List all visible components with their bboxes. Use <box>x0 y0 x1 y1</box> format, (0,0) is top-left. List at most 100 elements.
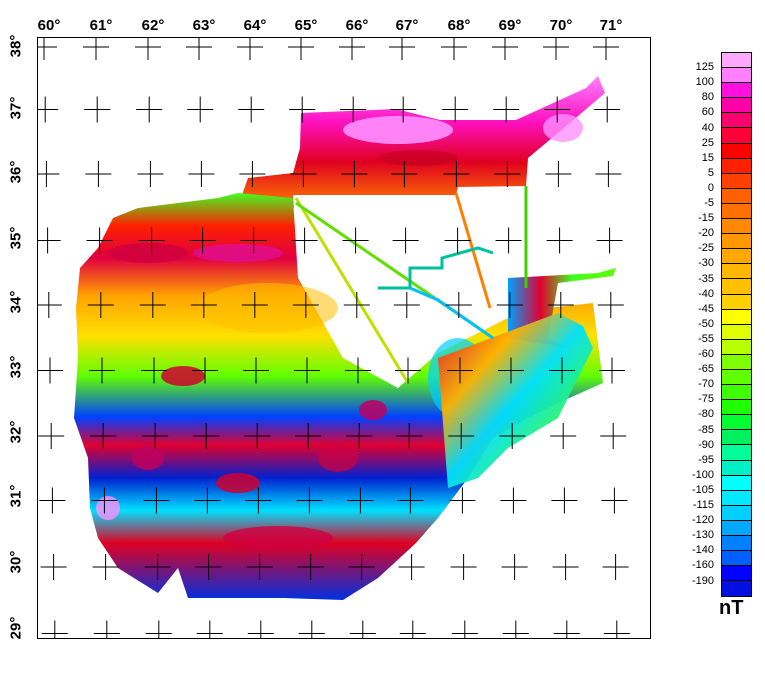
color-scale-label: 80 <box>701 91 714 104</box>
longitude-label: 69° <box>498 17 522 34</box>
color-swatch <box>722 203 751 220</box>
color-scale-label: -130 <box>691 529 714 542</box>
color-scale-label: -90 <box>698 438 714 451</box>
color-scale-label: -85 <box>698 423 714 436</box>
color-scale-label: -115 <box>692 499 714 511</box>
color-swatch <box>722 173 751 189</box>
color-scale-label: -5 <box>704 197 714 209</box>
color-swatch <box>722 475 751 491</box>
longitude-label: 62° <box>141 17 165 34</box>
color-scale-label: -70 <box>698 378 714 391</box>
color-scale-label: -60 <box>698 348 714 360</box>
color-swatch <box>722 369 751 386</box>
longitude-label: 63° <box>192 17 216 34</box>
color-swatch <box>722 520 751 536</box>
color-swatch <box>722 113 751 129</box>
color-scale-label: 25 <box>701 136 714 149</box>
flight-lines <box>294 186 528 384</box>
latitude-label: 38° <box>7 34 25 58</box>
color-swatch <box>722 249 751 265</box>
longitude-label: 71° <box>599 17 623 34</box>
color-scale-label: 60 <box>701 106 714 119</box>
color-swatch <box>722 294 751 310</box>
anomaly-map-canvas <box>38 38 630 638</box>
color-scale-label: 15 <box>701 151 714 164</box>
longitude-label: 68° <box>447 17 471 34</box>
latitude-label: 34° <box>7 290 25 314</box>
color-scale-label: -120 <box>691 514 714 527</box>
color-swatch <box>722 505 751 521</box>
color-scale-label: -65 <box>698 363 714 376</box>
color-scale-label: 5 <box>707 166 714 179</box>
color-scale-label: -50 <box>698 317 714 330</box>
color-scale-label: -15 <box>698 212 714 225</box>
color-scale-label: -100 <box>691 468 714 481</box>
color-swatch <box>722 234 751 250</box>
color-swatch <box>722 128 751 144</box>
color-swatch <box>722 566 751 582</box>
color-swatch <box>722 264 751 280</box>
color-swatch <box>722 536 751 552</box>
color-scale-label: -30 <box>698 257 714 270</box>
color-swatch <box>722 430 751 446</box>
color-swatch <box>722 460 751 476</box>
anomaly-map <box>37 37 651 639</box>
latitude-label: 35° <box>7 226 25 250</box>
color-swatch <box>722 415 751 431</box>
longitude-label: 67° <box>395 17 419 34</box>
color-swatch <box>722 219 751 235</box>
color-swatch <box>722 83 751 99</box>
color-swatch <box>722 279 751 295</box>
color-scale-bar <box>721 52 752 598</box>
color-scale-label: -25 <box>698 242 714 255</box>
color-scale-label: -80 <box>698 408 714 421</box>
color-scale-label: -160 <box>691 559 714 572</box>
color-scale-label: -35 <box>698 272 714 285</box>
color-swatch <box>722 158 751 174</box>
color-swatch <box>722 143 751 159</box>
color-swatch <box>722 324 751 340</box>
unit-label: nT <box>719 597 744 619</box>
longitude-label: 65° <box>294 17 318 34</box>
color-scale-label: 40 <box>701 121 714 134</box>
color-swatch <box>722 445 751 461</box>
color-swatch <box>722 490 751 506</box>
color-scale-label: 0 <box>707 181 714 194</box>
color-swatch <box>722 188 751 204</box>
color-swatch <box>722 309 751 325</box>
color-scale-label: 125 <box>695 61 714 74</box>
color-swatch <box>722 98 751 114</box>
color-scale-label: -75 <box>698 393 714 406</box>
latitude-label: 32° <box>7 420 25 444</box>
latitude-label: 29° <box>7 616 25 640</box>
latitude-label: 33° <box>7 355 25 379</box>
latitude-label: 37° <box>7 96 25 120</box>
color-scale-label: 100 <box>695 76 714 89</box>
longitude-label: 60° <box>37 17 61 34</box>
color-swatch <box>722 68 751 84</box>
longitude-label: 61° <box>89 17 113 34</box>
color-scale-label: -45 <box>698 302 714 315</box>
survey-north-block <box>238 76 605 208</box>
color-swatch <box>722 400 751 416</box>
longitude-label: 70° <box>549 17 573 34</box>
longitude-label: 64° <box>243 17 267 34</box>
color-scale-label: -40 <box>698 287 714 300</box>
latitude-label: 31° <box>7 484 25 508</box>
color-scale-label: -190 <box>691 574 714 587</box>
color-swatch <box>722 354 751 370</box>
color-scale-label: -140 <box>691 544 714 557</box>
color-swatch <box>722 53 751 69</box>
color-scale-label: -20 <box>698 227 714 240</box>
color-swatch <box>722 581 751 597</box>
latitude-label: 30° <box>7 550 25 574</box>
longitude-label: 66° <box>345 17 369 34</box>
color-scale-label: -95 <box>698 453 714 466</box>
color-swatch <box>722 339 751 355</box>
color-scale-label: -55 <box>698 332 714 345</box>
color-swatch <box>722 551 751 567</box>
color-swatch <box>722 385 751 401</box>
color-scale-label: -105 <box>691 483 714 496</box>
graticule-crosses <box>38 38 630 638</box>
survey-east-block <box>438 268 616 488</box>
